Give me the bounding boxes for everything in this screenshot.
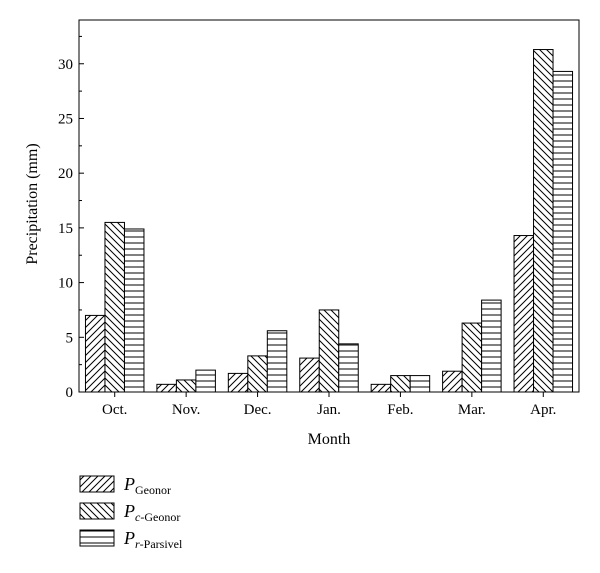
- bar-p-r-parsivel-jan: [338, 343, 359, 393]
- x-tick-label: Apr.: [530, 402, 556, 418]
- legend-swatch: [79, 502, 115, 520]
- bar-p-r-parsivel-apr: [552, 70, 574, 393]
- bar-p-geonor-apr: [513, 235, 535, 393]
- bar-p-r-parsivel-nov: [195, 369, 216, 393]
- y-tick-label: 0: [66, 385, 74, 401]
- bar-p-c-geonor-feb: [390, 375, 411, 393]
- bar-p-c-geonor-jan: [318, 309, 340, 393]
- x-tick-label: Jan.: [317, 402, 341, 418]
- bar-p-c-geonor-mar: [461, 322, 483, 393]
- bar-p-geonor-dec: [227, 372, 249, 393]
- y-axis: 0 5 10 15 20 25 30: [58, 35, 84, 401]
- legend-swatch: [79, 529, 115, 547]
- legend-entry-label: Pr-Parsivel: [123, 528, 183, 551]
- legend: PGeonor Pc-Geonor Pr-Parsivel: [79, 474, 183, 551]
- bar-p-r-parsivel-feb: [409, 375, 431, 393]
- bar-p-geonor-oct: [84, 314, 106, 393]
- legend-entry-label: Pc-Geonor: [123, 501, 180, 524]
- y-tick-label: 10: [58, 276, 73, 292]
- y-axis-title: Precipitation (mm): [24, 143, 41, 264]
- bar-p-r-parsivel-oct: [123, 228, 145, 393]
- x-tick-label: Nov.: [172, 402, 201, 418]
- x-axis-title: Month: [308, 431, 351, 448]
- bar-p-geonor-feb: [370, 383, 392, 393]
- y-tick-label: 5: [66, 330, 74, 346]
- x-tick-label: Oct.: [102, 402, 127, 418]
- y-tick-label: 20: [58, 166, 73, 182]
- x-tick-label: Dec.: [244, 402, 272, 418]
- legend-swatch: [79, 475, 115, 493]
- bar-p-c-geonor-nov: [175, 379, 197, 393]
- bars-group: [84, 49, 574, 393]
- bar-p-r-parsivel-dec: [266, 330, 288, 393]
- y-tick-label: 15: [58, 221, 73, 237]
- bar-p-geonor-jan: [299, 357, 320, 393]
- y-tick-label: 30: [58, 57, 73, 73]
- x-axis: Oct. Nov. Dec. Jan. Feb. Mar. Apr.: [102, 392, 556, 418]
- bar-p-geonor-mar: [442, 370, 463, 393]
- bar-p-r-parsivel-mar: [481, 299, 502, 393]
- y-tick-label: 25: [58, 111, 73, 127]
- bar-p-c-geonor-dec: [247, 355, 268, 393]
- bar-p-c-geonor-apr: [533, 49, 554, 393]
- bar-p-c-geonor-oct: [104, 221, 125, 393]
- x-tick-label: Feb.: [387, 402, 413, 418]
- x-tick-label: Mar.: [458, 402, 486, 418]
- bar-p-geonor-nov: [156, 383, 177, 393]
- legend-entry-label: PGeonor: [123, 474, 171, 497]
